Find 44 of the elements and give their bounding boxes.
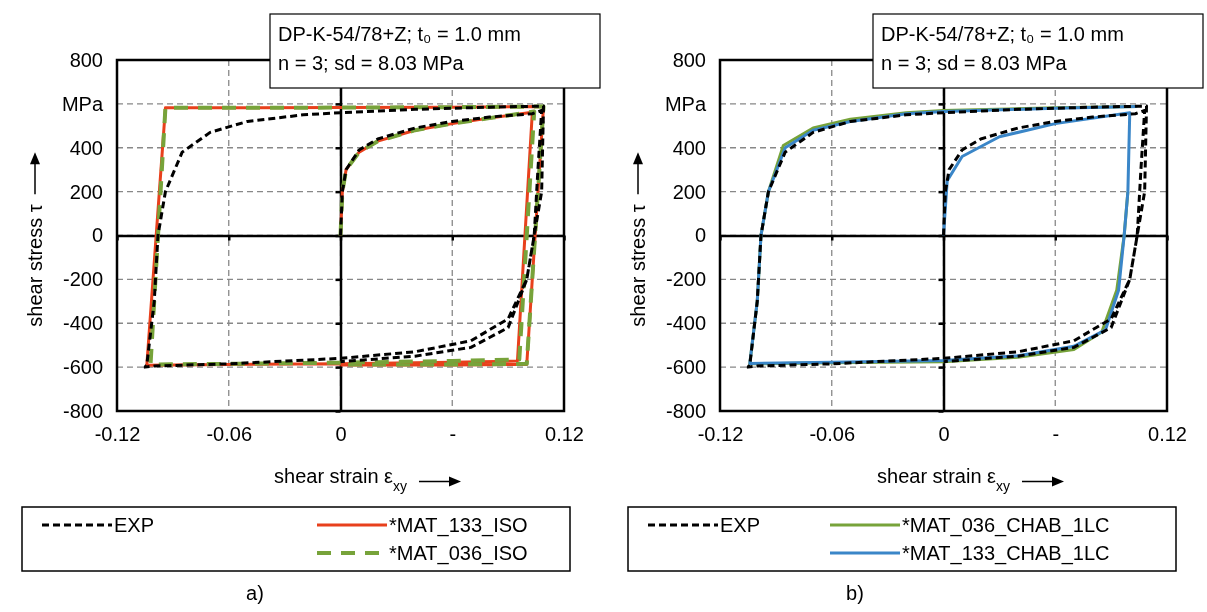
y-tick-label: MPa (61, 92, 104, 115)
y-tick-label: 800 (69, 48, 103, 71)
y-tick-label: -600 (665, 356, 706, 379)
legend-label: *MAT_036_ISO (389, 542, 528, 565)
x-tick-label: -0.06 (206, 423, 253, 446)
y-tick-label: -800 (62, 399, 103, 422)
legend-label: *MAT_133_CHAB_1LC (902, 542, 1110, 565)
text: a) (246, 582, 264, 604)
x-tick-label: 0 (938, 423, 950, 446)
y-tick-label: 0 (694, 224, 706, 247)
y-tick-label: -200 (62, 268, 103, 291)
y-axis-title: shear stress τ (24, 204, 46, 327)
y-tick-label: 400 (69, 136, 103, 159)
y-tick-label: 200 (672, 180, 706, 203)
x-tick-label: 0 (335, 423, 347, 446)
y-axis-title: shear stress τ (627, 204, 649, 327)
text: b) (846, 582, 864, 604)
x-tick-label: 0.12 (545, 423, 584, 446)
x-tick-label: -0.12 (94, 423, 141, 446)
y-tick-label: 400 (672, 136, 706, 159)
y-tick-label: -600 (62, 356, 103, 379)
y-tick-label: 0 (91, 224, 103, 247)
y-tick-label: -400 (665, 312, 706, 335)
legend-label: *MAT_036_CHAB_1LC (902, 514, 1110, 537)
x-tick-label: 0.12 (1148, 423, 1187, 446)
x-tick-label: - (449, 423, 457, 446)
x-tick-label: - (1052, 423, 1060, 446)
x-tick-label: -0.12 (697, 423, 744, 446)
annotation: n = 3; sd = 8.03 MPa (881, 52, 1068, 74)
y-tick-label: -400 (62, 312, 103, 335)
text-box: DP-K-54/78+Z; t₀ = 1.0 mm n = 3; sd = 8.03 MPa (269, 13, 601, 89)
y-tick-label: 200 (69, 180, 103, 203)
x-axis-title: shear strain ε$_{xy}$ (877, 465, 1010, 494)
y-tick-label: MPa (664, 92, 707, 115)
text-box: DP-K-54/78+Z; t₀ = 1.0 mm n = 3; sd = 8.03 MPa (872, 13, 1204, 89)
y-tick-label: -800 (665, 399, 706, 422)
legend-label: EXP (720, 514, 761, 536)
x-axis-title: shear strain ε$_{xy}$ (274, 465, 407, 494)
legend-label: EXP (114, 514, 155, 536)
x-tick-label: -0.06 (809, 423, 856, 446)
annotation: n = 3; sd = 8.03 MPa (278, 52, 465, 74)
y-tick-label: -200 (665, 268, 706, 291)
legend-label: *MAT_133_ISO (389, 514, 528, 537)
y-tick-label: 800 (672, 48, 706, 71)
